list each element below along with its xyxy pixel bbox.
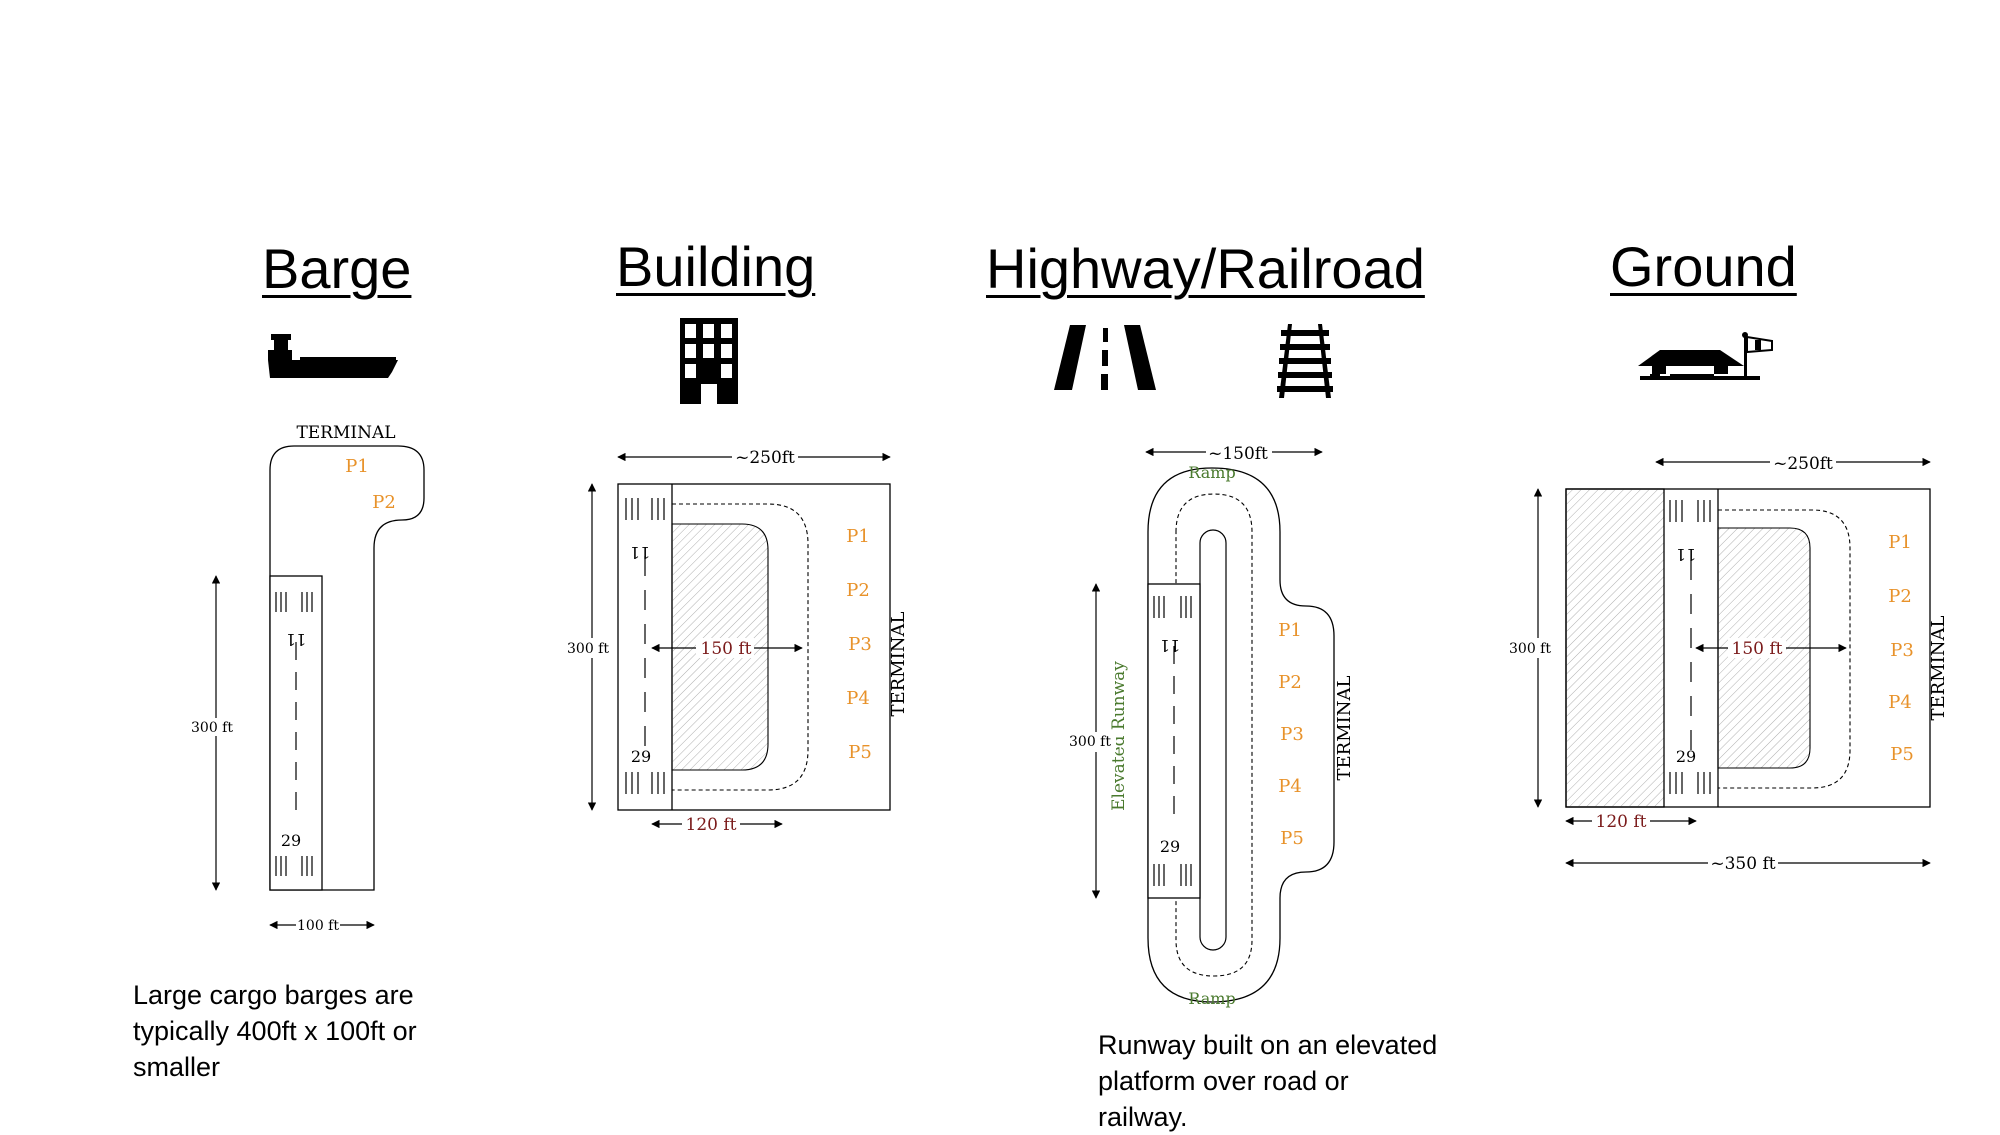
highway-caption: Runway built on an elevated platform ove… [1098, 1027, 1437, 1135]
inner-width-dimension: 150 ft [1732, 639, 1783, 659]
terminal-label: TERMINAL [888, 611, 909, 716]
pad-label: P2 [1888, 586, 1912, 607]
pad-label: P4 [1888, 692, 1912, 713]
elevated-runway-label: Elevated Runway [1109, 661, 1129, 811]
barge-caption: Large cargo barges are typically 400ft x… [133, 977, 417, 1085]
barge-diagram: 11 29 TERMINAL P1 P2 300 ft 100 ft [188, 423, 425, 934]
pad-label: P5 [1280, 828, 1304, 849]
pad-label: P4 [846, 688, 870, 709]
width-dimension: 100 ft [297, 918, 339, 934]
caption-line: Runway built on an elevated [1098, 1030, 1438, 1060]
height-dimension: 300 ft [1509, 641, 1551, 657]
airfield-windsock-icon [1638, 332, 1773, 380]
pad-label: P3 [1890, 640, 1914, 661]
overall-width-dimension: ~250ft [735, 448, 795, 468]
runway-number-top: 11 [1676, 545, 1696, 564]
caption-line: Large cargo barges are [133, 980, 414, 1010]
terminal-label: TERMINAL [296, 423, 395, 443]
runway-number-bottom: 29 [281, 831, 301, 850]
terminal-label: TERMINAL [1334, 675, 1355, 780]
runway-number-top: 11 [286, 630, 306, 649]
caption-line: smaller [133, 1052, 221, 1082]
pad-label: P2 [372, 492, 396, 513]
caption-line: typically 400ft x 100ft or [133, 1016, 417, 1046]
runway-number-bottom: 29 [1160, 837, 1180, 856]
runway-width-dimension: 120 ft [1596, 812, 1647, 832]
height-dimension: 300 ft [567, 641, 609, 657]
ship-icon [268, 334, 398, 378]
building-title: Building [616, 235, 816, 298]
ground-diagram: 11 29 P1 P2 P3 P4 P5 TERMINAL ~250ft 300… [1506, 452, 1949, 874]
runway-number-top: 11 [1160, 636, 1180, 655]
pad-label: P4 [1278, 776, 1302, 797]
height-dimension: 300 ft [1069, 734, 1111, 750]
pad-label: P1 [345, 456, 369, 477]
pad-label: P1 [1888, 532, 1912, 553]
pad-label: P3 [848, 634, 872, 655]
ground-title: Ground [1610, 235, 1797, 298]
caption-line: platform over road or [1098, 1066, 1349, 1096]
railroad-track-icon [1277, 324, 1333, 398]
ramp-label-bottom: Ramp [1188, 989, 1235, 1008]
pad-label: P5 [1890, 744, 1914, 765]
pad-label: P1 [846, 526, 870, 547]
road-icon [1054, 325, 1156, 390]
terminal-label: TERMINAL [1928, 615, 1949, 720]
overall-width-dimension: ~250ft [1773, 454, 1833, 474]
barge-title: Barge [262, 237, 412, 300]
building-icon [680, 318, 738, 404]
highway-railroad-diagram: 11 29 Ramp Ramp Elevated Runway P1 P2 P3… [1068, 442, 1355, 1008]
total-width-dimension: ~350 ft [1710, 854, 1775, 874]
pad-label: P2 [846, 580, 870, 601]
runway-number-bottom: 29 [1676, 747, 1696, 766]
pad-label: P3 [1280, 724, 1304, 745]
pad-label: P2 [1278, 672, 1302, 693]
pad-label: P1 [1278, 620, 1302, 641]
height-dimension: 300 ft [191, 720, 233, 736]
inner-width-dimension: 150 ft [701, 639, 752, 659]
caption-line: railway. [1098, 1102, 1188, 1132]
highway-railroad-title: Highway/Railroad [986, 237, 1425, 300]
overall-width-dimension: ~150ft [1208, 444, 1268, 464]
runway-number-top: 11 [630, 543, 650, 562]
ramp-label-top: Ramp [1188, 463, 1235, 482]
runway-width-dimension: 120 ft [686, 815, 737, 835]
building-diagram: 11 29 P1 P2 P3 P4 P5 TERMINAL ~250ft 300… [564, 446, 909, 835]
pad-label: P5 [848, 742, 872, 763]
runway-number-bottom: 29 [631, 747, 651, 766]
